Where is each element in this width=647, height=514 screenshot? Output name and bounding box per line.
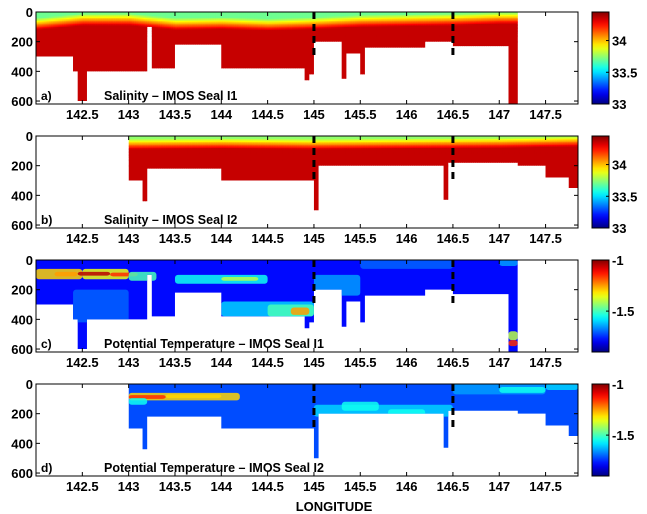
axes-box [35,259,579,353]
panel-title: Salinity – IMOS Seal I2 [104,213,237,227]
y-tick-label: 600 [11,342,33,357]
axes-box [35,11,579,105]
x-tick-label: 144.5 [251,231,284,246]
x-tick-label: 144 [210,231,232,246]
colorbar-tick-label: -1 [612,253,624,268]
x-tick-label: 143 [118,231,140,246]
panel-letter: c) [41,337,52,351]
x-tick-label: 143.5 [159,231,192,246]
colorbar-tick-label: -1.5 [612,304,634,319]
colorbar-tick-label: 33 [612,97,626,112]
x-tick-label: 146 [396,479,418,494]
panel-letter: d) [41,461,52,475]
x-tick-label: 142.5 [66,231,99,246]
panel-title: Potential Temperature – IMOS Seal I1 [104,337,324,351]
colorbar-tick-label: 33 [612,221,626,236]
axes-box [35,383,579,477]
x-tick-label: 144 [210,479,232,494]
x-tick-label: 146 [396,355,418,370]
x-tick-label: 143 [118,355,140,370]
x-tick-label: 147 [488,355,510,370]
y-tick-label: 400 [11,188,33,203]
colorbar-tick-label: 34 [612,34,627,49]
y-tick-label: 0 [26,377,33,392]
panel-letter: a) [41,89,52,103]
x-tick-label: 145 [303,107,325,122]
axes-box [35,135,579,229]
x-tick-label: 143.5 [159,479,192,494]
y-tick-label: 200 [11,159,33,174]
x-tick-label: 147 [488,231,510,246]
x-tick-label: 146 [396,107,418,122]
x-tick-label: 146.5 [437,355,470,370]
x-tick-label: 142.5 [66,479,99,494]
y-tick-label: 400 [11,312,33,327]
x-tick-label: 146 [396,231,418,246]
panel-2: 142.5 143 143.5 144 144.5 145 145.5 146 146.5 147… [11,129,637,246]
x-tick-label: 147 [488,479,510,494]
x-tick-label: 146.5 [437,231,470,246]
x-tick-label: 144.5 [251,479,284,494]
panel-title: Potential Temperature – IMOS Seal I2 [104,461,324,475]
x-tick-label: 144 [210,107,232,122]
x-tick-label: 142.5 [66,107,99,122]
x-tick-label: 145.5 [344,231,377,246]
y-tick-label: 200 [11,283,33,298]
x-tick-label: 143.5 [159,107,192,122]
colorbar [591,383,610,477]
colorbar-tick-label: 33.5 [612,65,637,80]
x-tick-label: 147.5 [529,107,562,122]
y-tick-label: 0 [26,129,33,144]
panel-letter: b) [41,213,52,227]
x-tick-label: 147 [488,107,510,122]
panel-title: Salinity – IMOS Seal I1 [104,89,237,103]
y-tick-label: 200 [11,35,33,50]
colorbar-tick-label: -1 [612,377,624,392]
x-tick-label: 143 [118,479,140,494]
x-tick-label: 143 [118,107,140,122]
x-tick-label: 144.5 [251,355,284,370]
x-tick-label: 144 [210,355,232,370]
x-tick-label: 147.5 [529,231,562,246]
colorbar [591,11,610,105]
y-tick-label: 400 [11,64,33,79]
panel-4: 142.5 143 143.5 144 144.5 145 145.5 146 146.5 147… [11,377,634,494]
x-tick-label: 145 [303,231,325,246]
x-tick-label: 146.5 [437,107,470,122]
y-tick-label: 600 [11,94,33,109]
y-tick-label: 0 [26,5,33,20]
x-tick-label: 144.5 [251,107,284,122]
x-tick-label: 146.5 [437,479,470,494]
y-tick-label: 200 [11,407,33,422]
y-tick-label: 600 [11,218,33,233]
x-axis-label: LONGITUDE [296,499,373,514]
colorbar-tick-label: 33.5 [612,189,637,204]
x-tick-label: 142.5 [66,355,99,370]
x-tick-label: 145.5 [344,479,377,494]
x-tick-label: 145.5 [344,107,377,122]
colorbar [591,259,610,353]
panel-1: 142.5 143 143.5 144 144.5 145 145.5 146 146.5 147… [11,5,637,122]
colorbar [591,135,610,229]
panel-3: 142.5 143 143.5 144 144.5 145 145.5 146 146.5 147… [11,253,634,370]
panels: 142.5 143 143.5 144 144.5 145 145.5 146 146.5 147… [11,5,637,494]
x-tick-label: 145 [303,355,325,370]
x-tick-label: 143.5 [159,355,192,370]
y-tick-label: 600 [11,466,33,481]
x-tick-label: 147.5 [529,355,562,370]
colorbar-tick-label: -1.5 [612,428,634,443]
colorbar-tick-label: 34 [612,158,627,173]
x-tick-label: 147.5 [529,479,562,494]
x-tick-label: 145 [303,479,325,494]
y-tick-label: 400 [11,436,33,451]
y-tick-label: 0 [26,253,33,268]
x-tick-label: 145.5 [344,355,377,370]
